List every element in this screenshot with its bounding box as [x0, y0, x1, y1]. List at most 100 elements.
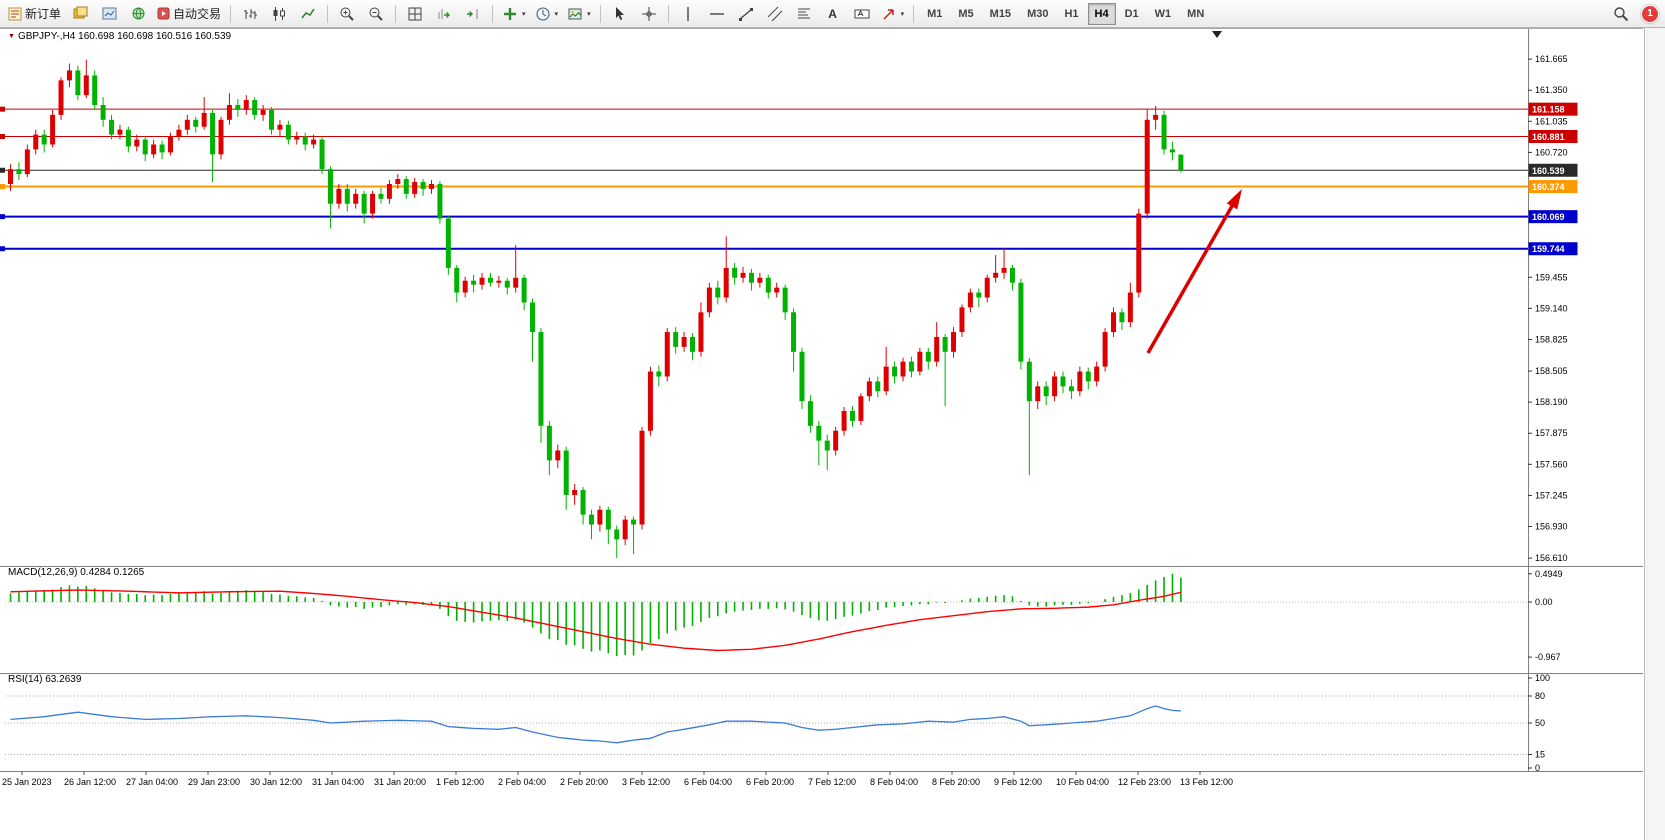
- chart-shift-marker[interactable]: [1212, 31, 1222, 38]
- rsi-axis-label: 50: [1535, 718, 1545, 728]
- horizontal-line-button[interactable]: [703, 2, 731, 26]
- price-line-marker: [0, 167, 5, 173]
- rsi-line: [10, 705, 1181, 744]
- bar-chart-icon: [244, 8, 258, 19]
- tile-windows-icon: [408, 7, 422, 20]
- equidistant-channel-icon: [767, 6, 782, 21]
- chart-shift-button[interactable]: [459, 2, 487, 26]
- cursor-button[interactable]: [606, 2, 634, 26]
- timeframe-group: M1 M5 M15 M30 H1 H4 D1 W1 MN: [919, 2, 1212, 25]
- price-tag: [1528, 242, 1578, 256]
- periods-button[interactable]: ▾: [531, 2, 563, 26]
- candlestick-chart-icon: [273, 6, 286, 21]
- crosshair-icon: [641, 6, 656, 21]
- bar-chart-button[interactable]: [236, 2, 264, 26]
- new-chart-button[interactable]: [66, 2, 94, 26]
- macd-values: 0.4284 0.1265: [80, 567, 145, 578]
- price-tag: [1528, 129, 1578, 143]
- time-axis-label: 10 Feb 04:00: [1056, 777, 1109, 787]
- new-order-button[interactable]: 新订单: [4, 2, 65, 26]
- candles: [8, 59, 1184, 559]
- chevron-down-icon: ▾: [522, 10, 526, 18]
- fibonacci-icon: [797, 8, 810, 18]
- new-order-icon: [8, 7, 22, 20]
- rsi-value: 63.2639: [45, 674, 82, 685]
- timeframe-mn[interactable]: MN: [1187, 7, 1205, 20]
- rsi-axis-label: 100: [1535, 673, 1550, 683]
- chart-canvas[interactable]: [0, 29, 1643, 789]
- time-axis-label: 26 Jan 12:00: [64, 777, 116, 787]
- trend-arrow[interactable]: [1146, 205, 1234, 354]
- new-chart-icon: [73, 6, 88, 19]
- timeframe-m30[interactable]: M30: [1027, 7, 1049, 20]
- toolbar-separator: [913, 4, 915, 23]
- price-line-marker: [0, 184, 5, 190]
- text-button[interactable]: A: [819, 2, 847, 26]
- toolbar-separator: [395, 4, 397, 23]
- price-tick-label: 159.140: [1535, 303, 1568, 313]
- time-axis-label: 12 Feb 23:00: [1118, 777, 1171, 787]
- timeframe-h1[interactable]: H1: [1064, 7, 1079, 20]
- timeframe-d1[interactable]: D1: [1124, 7, 1139, 20]
- trendline-button[interactable]: [732, 2, 760, 26]
- chevron-down-icon: ▾: [900, 10, 905, 18]
- zoom-in-button[interactable]: [333, 2, 361, 26]
- text-label-icon: [854, 9, 870, 18]
- time-axis-label: 1 Feb 12:00: [436, 777, 484, 787]
- crosshair-button[interactable]: [635, 2, 663, 26]
- time-axis-label: 2 Feb 20:00: [560, 777, 608, 787]
- macd-axis-label: -0.967: [1535, 652, 1561, 662]
- price-tick-label: 161.035: [1535, 116, 1568, 126]
- rsi-name: RSI(14): [8, 674, 43, 685]
- search-button[interactable]: [1607, 2, 1635, 26]
- fibonacci-button[interactable]: [790, 2, 818, 26]
- profile-icon: [102, 7, 117, 20]
- auto-trading-button[interactable]: 自动交易: [153, 2, 225, 26]
- macd-signal-line: [10, 589, 1182, 652]
- timeframe-m5[interactable]: M5: [958, 7, 974, 20]
- zoom-out-button[interactable]: [362, 2, 390, 26]
- arrows-button[interactable]: ▾: [877, 2, 909, 26]
- chevron-down-icon: ▾: [587, 10, 591, 18]
- rsi-label: RSI(14) 63.2639: [8, 674, 81, 685]
- community-button[interactable]: [124, 2, 152, 26]
- time-axis-label: 31 Jan 20:00: [374, 777, 426, 787]
- templates-button[interactable]: ▾: [563, 2, 595, 26]
- text-label-button[interactable]: [848, 2, 876, 26]
- indicators-button[interactable]: ▾: [498, 2, 530, 26]
- time-axis-label: 31 Jan 04:00: [312, 777, 364, 787]
- vertical-line-button[interactable]: [674, 2, 702, 26]
- price-line-marker: [0, 133, 5, 139]
- price-tag: [1528, 102, 1578, 116]
- toolbar-separator: [230, 4, 232, 23]
- notification-badge[interactable]: 1: [1641, 4, 1659, 23]
- price-line-marker: [0, 214, 5, 220]
- time-axis-label: 13 Feb 12:00: [1180, 777, 1233, 787]
- timeframe-m15[interactable]: M15: [989, 7, 1012, 20]
- trend-arrow-head[interactable]: [1226, 189, 1242, 210]
- tile-windows-button[interactable]: [401, 2, 429, 26]
- macd-axis-label: 0.4949: [1535, 569, 1563, 579]
- channel-button[interactable]: [761, 2, 789, 26]
- time-axis-label: 29 Jan 23:00: [188, 777, 240, 787]
- profile-button[interactable]: [95, 2, 123, 26]
- template-image-icon: [568, 8, 582, 19]
- time-axis-label: 6 Feb 04:00: [684, 777, 732, 787]
- line-chart-button[interactable]: [294, 2, 322, 26]
- time-axis-label: 6 Feb 20:00: [746, 777, 794, 787]
- timeframe-w1[interactable]: W1: [1154, 7, 1172, 20]
- time-axis-label: 7 Feb 12:00: [808, 777, 856, 787]
- timeframe-m1[interactable]: M1: [927, 7, 943, 20]
- timeframe-h4[interactable]: H4: [1087, 2, 1116, 25]
- rsi-axis-label: 80: [1535, 691, 1545, 701]
- chart-window: 161.665 161.350 161.035 160.720 159.455 159.1…: [0, 28, 1643, 789]
- chart-svg: 161.665 161.350 161.035 160.720 159.455 159.1…: [0, 29, 1643, 789]
- candlestick-chart-button[interactable]: [265, 2, 293, 26]
- rsi-axis-label: 15: [1535, 750, 1545, 760]
- text-tool-icon: A: [828, 6, 837, 21]
- auto-scroll-button[interactable]: [430, 2, 458, 26]
- price-tag-label: 160.374: [1532, 182, 1565, 192]
- toolbar-right: 1: [1607, 2, 1661, 26]
- price-tag-label: 161.158: [1532, 105, 1565, 115]
- vertical-line-icon: [686, 6, 689, 21]
